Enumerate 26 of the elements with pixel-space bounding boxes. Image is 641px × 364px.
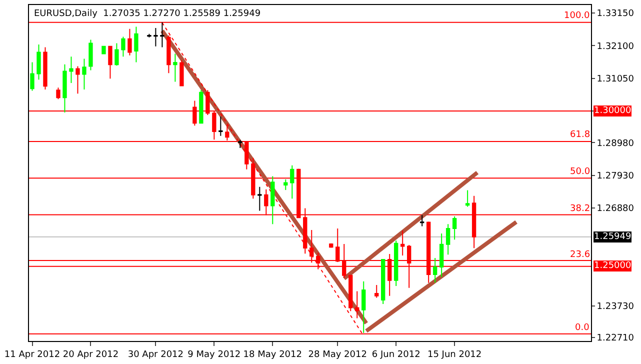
x-tick-label: 15 Jun 2012	[427, 350, 482, 360]
ref-line-label: 1.25000	[594, 261, 632, 271]
annotation: 61.8	[570, 130, 590, 140]
x-tick-label: 6 Jun 2012	[372, 350, 420, 360]
x-tick-label: 30 Apr 2012	[128, 350, 184, 360]
y-tick-label: 1.27930	[596, 171, 634, 182]
annotation: 50.0	[570, 167, 590, 177]
y-tick-label: 1.28980	[596, 138, 634, 149]
ref-line-label: 1.30000	[594, 106, 632, 116]
x-tick-label: 18 May 2012	[243, 350, 302, 360]
x-tick-label: 20 Apr 2012	[62, 350, 119, 360]
ref-line-label: 1.25949	[594, 232, 632, 242]
annotation: 38.2	[570, 204, 590, 214]
y-tick-label: 1.31050	[596, 74, 634, 84]
y-tick-label: 1.23730	[596, 302, 634, 312]
text: EURUSD,Daily 1.27035 1.27270 1.25589 1.25949	[34, 9, 261, 19]
annotation: 23.6	[570, 250, 590, 260]
annotation: 0.0	[575, 323, 590, 333]
y-tick-label: 1.32100	[596, 42, 634, 52]
x-tick-label: 28 May 2012	[308, 350, 367, 360]
y-tick-label: 1.33150	[596, 9, 634, 20]
x-tick-label: 11 Apr 2012	[4, 350, 60, 360]
y-tick-label: 1.22710	[596, 334, 634, 344]
x-tick-label: 9 May 2012	[188, 350, 241, 360]
annotation: 100.0	[564, 11, 590, 21]
y-tick-label: 1.26880	[596, 204, 634, 214]
